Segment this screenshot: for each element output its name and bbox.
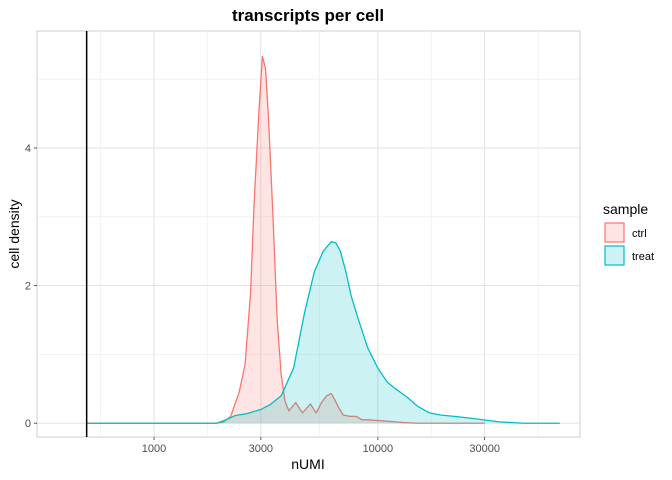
density-line-treat: [86, 240, 560, 424]
x-axis-ticks: 1000 3000 10000 30000: [142, 437, 500, 455]
y-axis-ticks: 0 2 4: [25, 143, 37, 430]
legend-title: sample: [603, 201, 648, 217]
chart-title: transcripts per cell: [232, 6, 384, 25]
legend-key-bg: [604, 245, 625, 266]
density-area-treat: [86, 241, 560, 424]
legend-key-treat: [604, 245, 625, 266]
x-tick-label: 10000: [363, 443, 394, 455]
legend-label-treat: treat: [632, 251, 654, 263]
legend: sample ctrl treat: [603, 201, 654, 266]
x-tick-label: 1000: [142, 443, 166, 455]
legend-label-ctrl: ctrl: [632, 228, 647, 240]
y-tick-label: 0: [25, 418, 31, 430]
density-line-ctrl: [86, 55, 485, 424]
x-tick-label: 3000: [249, 443, 273, 455]
x-tick-label: 30000: [469, 443, 500, 455]
x-axis-title: nUMI: [291, 456, 324, 472]
y-axis-title: cell density: [6, 199, 22, 268]
legend-key-ctrl: [604, 222, 625, 243]
y-tick-label: 2: [25, 281, 31, 293]
density-series: [86, 55, 560, 424]
legend-key-bg: [604, 222, 625, 243]
plot-panel: [36, 30, 581, 438]
y-tick-label: 4: [25, 143, 31, 155]
